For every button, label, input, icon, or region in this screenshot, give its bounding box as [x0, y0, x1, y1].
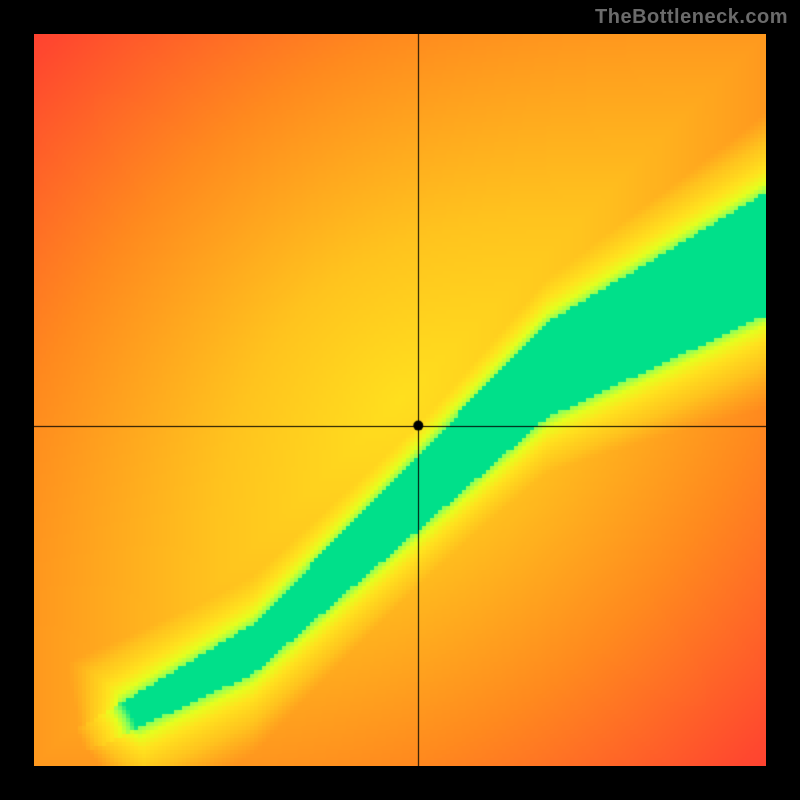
chart-frame: TheBottleneck.com	[0, 0, 800, 800]
bottleneck-heatmap	[34, 34, 766, 766]
watermark-text: TheBottleneck.com	[595, 6, 788, 29]
